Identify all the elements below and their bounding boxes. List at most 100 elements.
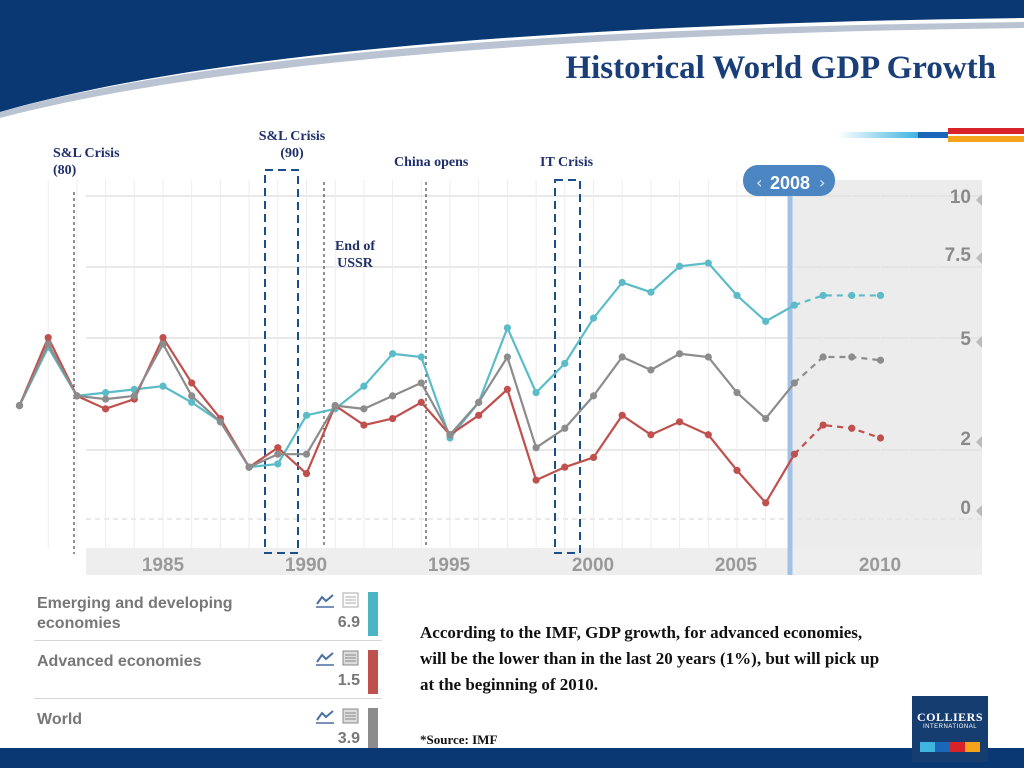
data-point [876, 356, 885, 364]
legend-row-advanced[interactable]: Advanced economies 1.5 [34, 644, 382, 699]
data-point [589, 314, 598, 322]
brand-stripe [838, 128, 1024, 142]
table-icon[interactable] [342, 708, 360, 724]
data-point [274, 450, 282, 458]
data-point [188, 379, 196, 387]
y-tick-label: 7.5 [945, 245, 972, 266]
header-band [0, 0, 1024, 118]
data-point [704, 259, 712, 267]
series-forecast-line [793, 355, 881, 384]
imf-note: According to the IMF, GDP growth, for ad… [420, 623, 880, 694]
table-icon[interactable] [342, 650, 360, 666]
data-point [647, 288, 655, 296]
data-point [819, 353, 827, 361]
x-tick-label: 1995 [428, 555, 471, 576]
data-point [561, 424, 569, 432]
data-point [589, 392, 598, 400]
selector-next-icon: › [819, 173, 825, 192]
data-point [245, 463, 253, 471]
data-point [733, 389, 741, 397]
data-point [44, 340, 52, 348]
data-point [618, 278, 626, 287]
legend-color-bar [368, 650, 378, 694]
data-point [589, 453, 598, 462]
data-point [819, 291, 827, 300]
logo-line1: COLLIERS [916, 710, 984, 724]
data-point [790, 301, 799, 309]
legend-row-world[interactable]: World 3.9 [34, 702, 382, 757]
data-point [704, 353, 712, 361]
sl-crisis-90-box [264, 169, 299, 554]
line-chart-icon[interactable] [316, 592, 334, 608]
data-point [532, 389, 540, 397]
data-point [475, 411, 483, 419]
x-axis-strip [86, 548, 982, 575]
data-point [532, 444, 540, 452]
y-tick-marker [976, 252, 982, 264]
data-point [819, 421, 827, 429]
selector-year: 2008 [770, 173, 810, 193]
data-point [302, 411, 311, 419]
data-point [159, 382, 167, 390]
annotation-sl-crisis-90: S&L Crisis (90) [258, 129, 326, 161]
data-point [159, 333, 167, 342]
series-forecast-line [793, 423, 881, 455]
data-point [647, 431, 655, 439]
data-point [676, 350, 684, 358]
x-tick-label: 2000 [572, 555, 614, 576]
y-tick-label: 10 [950, 187, 971, 208]
y-tick-label: 0 [960, 498, 971, 519]
line-chart-icon[interactable] [316, 650, 334, 666]
data-point [676, 418, 684, 426]
year-selector[interactable]: ‹ 2008 › [743, 165, 835, 196]
data-point [389, 350, 397, 358]
slide-title: Historical World GDP Growth [565, 50, 996, 86]
legend-value: 3.9 [337, 730, 360, 747]
annotation-china-opens: China opens [394, 155, 469, 170]
legend-label: Emerging and developing economies [37, 595, 233, 632]
data-point [475, 398, 483, 406]
x-tick-label: 1985 [142, 555, 185, 576]
data-point [618, 411, 626, 419]
data-point [618, 353, 626, 361]
data-point [876, 434, 885, 442]
data-point [159, 340, 167, 348]
y-tick-label: 2 [960, 429, 971, 450]
data-point [762, 499, 770, 507]
data-point [876, 291, 885, 300]
table-icon[interactable] [342, 592, 360, 608]
y-tick-marker [976, 336, 982, 348]
x-tick-label: 1990 [285, 555, 327, 576]
line-chart-icon[interactable] [316, 708, 334, 724]
x-tick-label: 2005 [715, 555, 758, 576]
data-point [848, 291, 856, 300]
y-tick-label: 5 [960, 329, 971, 350]
y-tick-marker [976, 436, 982, 448]
data-point [532, 476, 540, 484]
y-tick-marker [976, 194, 982, 206]
data-point [302, 470, 311, 478]
annotation-sl-crisis-80: S&L Crisis (80) [53, 146, 120, 178]
data-point [274, 460, 282, 468]
data-point [188, 398, 196, 406]
data-point [503, 385, 511, 393]
legend-color-bar [368, 708, 378, 752]
legend-value: 1.5 [337, 672, 360, 689]
data-point [360, 382, 368, 390]
legend-panel: Emerging and developing economies 6.9 Ad… [34, 586, 382, 758]
data-point [733, 466, 741, 474]
series-forecast-line [794, 294, 881, 307]
data-point [274, 444, 282, 452]
data-point [790, 379, 799, 387]
it-crisis-box [554, 179, 581, 554]
data-point [647, 366, 655, 374]
data-point [102, 389, 110, 397]
legend-label: Advanced economies [37, 653, 202, 670]
legend-row-emerging[interactable]: Emerging and developing economies 6.9 [34, 586, 382, 641]
data-point [503, 353, 511, 361]
selector-prev-icon: ‹ [756, 173, 762, 192]
data-point [389, 414, 397, 423]
footer-band [0, 748, 1024, 768]
data-point [561, 359, 569, 368]
logo-line2: INTERNATIONAL [922, 724, 978, 730]
